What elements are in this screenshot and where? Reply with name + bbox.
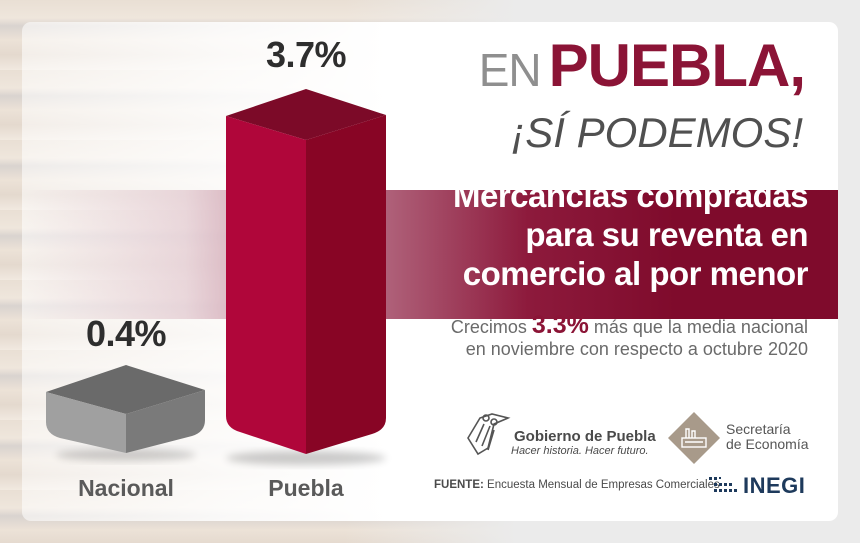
value-label-puebla: 3.7% (265, 34, 347, 75)
headline: EN PUEBLA, (478, 36, 806, 96)
inegi-dots-icon (709, 477, 737, 492)
subtitle-line: comercio al por menor (462, 255, 809, 292)
gobierno-puebla-logo: Gobierno de Puebla Hacer historia. Hacer… (464, 408, 656, 460)
subtitle-line: Mercancías compradas (452, 177, 809, 214)
category-label-puebla: Puebla (268, 475, 344, 501)
headline-main: PUEBLA, (548, 32, 806, 99)
growth-highlight: 3.3% (531, 311, 589, 339)
growth-prefix: Crecimos (450, 317, 527, 337)
gobierno-tagline: Hacer historia. Hacer futuro. (511, 445, 649, 457)
growth-note: Crecimos 3.3% más que la media nacional … (378, 311, 808, 360)
headline-prefix: EN (478, 44, 542, 96)
category-label-nacional: Nacional (78, 475, 174, 501)
bar-nacional (46, 365, 205, 453)
secretaria-line2: de Economía (726, 436, 809, 452)
source-text: Encuesta Mensual de Empresas Comerciales (487, 479, 720, 491)
bar-puebla (226, 89, 386, 454)
gobierno-emblem-icon (467, 413, 511, 456)
chart-subtitle: Mercancías compradas para su reventa en … (388, 176, 809, 293)
growth-suffix: más que la media nacional (593, 317, 808, 337)
secretaria-economia-logo: Secretaría de Economía (668, 412, 818, 464)
subtitle-line: para su reventa en (525, 216, 808, 253)
factory-diamond-icon (668, 412, 720, 464)
value-label-nacional: 0.4% (85, 313, 167, 354)
growth-line2: en noviembre con respecto a octubre 2020 (465, 339, 808, 359)
secretaria-line1: Secretaría (726, 421, 791, 437)
headline-slogan: ¡SÍ PODEMOS! (511, 109, 803, 156)
gobierno-name: Gobierno de Puebla (514, 428, 656, 445)
subtitle-band (22, 190, 838, 319)
inegi-wordmark: INEGI (743, 473, 806, 498)
source-note: FUENTE: Encuesta Mensual de Empresas Com… (434, 479, 720, 491)
source-label: FUENTE: (434, 479, 484, 491)
